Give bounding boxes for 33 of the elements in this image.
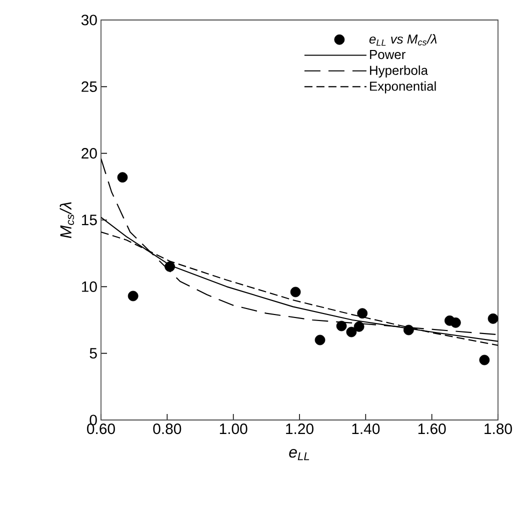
point — [450, 317, 461, 328]
point — [479, 354, 490, 366]
y-tick-label: 0 — [90, 414, 97, 426]
point — [290, 286, 301, 298]
point — [164, 261, 176, 272]
y-tick-label: 20 — [82, 148, 97, 159]
point — [403, 324, 414, 336]
point — [488, 313, 498, 324]
y-tick-label: 5 — [90, 348, 97, 359]
x-axis-title: e$_{LL}$ — [289, 448, 310, 460]
legend-label: Hyperbola — [370, 65, 428, 78]
y-axis-title: M$_{cs}$/λ — [60, 202, 74, 238]
x-tick-label: 1.80 — [484, 424, 512, 434]
legend-label: e$_{LL}$ vs M$_{cs}$/λ — [369, 34, 437, 46]
point — [346, 326, 357, 338]
point — [314, 334, 326, 346]
point — [336, 320, 347, 332]
legend-label: Exponential — [370, 81, 436, 94]
x-tick-label: 1.00 — [220, 424, 248, 434]
x-tick-label: 1.40 — [352, 424, 380, 434]
y-tick-label: 25 — [82, 81, 97, 92]
legend-label: Power — [370, 50, 406, 60]
point — [354, 321, 364, 332]
x-tick-label: 1.60 — [418, 424, 446, 434]
point — [117, 172, 128, 183]
y-tick-label: 10 — [82, 281, 97, 292]
point — [357, 308, 368, 319]
y-tick-label: 15 — [82, 214, 97, 226]
x-tick-label: 0.60 — [87, 424, 115, 434]
x-tick-label: 0.80 — [153, 424, 182, 434]
y-tick-label: 30 — [81, 14, 97, 26]
point — [128, 290, 138, 302]
x-tick-label: 1.20 — [286, 424, 314, 434]
